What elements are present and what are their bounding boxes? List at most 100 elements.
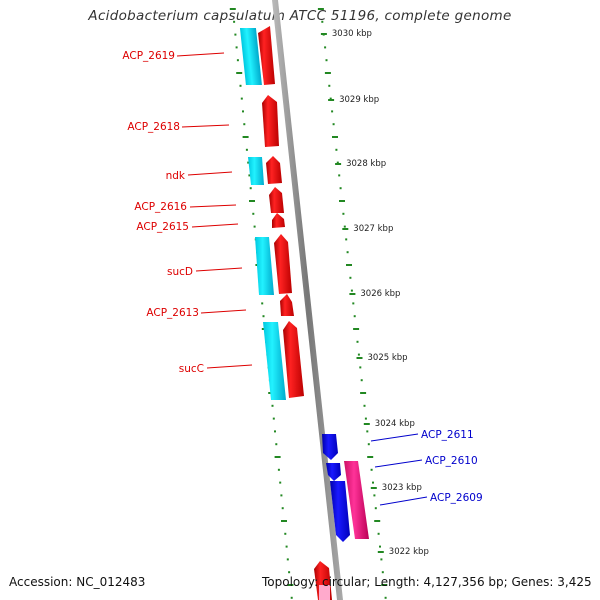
tick-dot [261,302,264,305]
outer-tick-track [317,8,388,599]
gene-labels: ACP_2619 ACP_2618 ndk ACP_2616 ACP_2615 … [122,50,482,504]
gene-label-succ[interactable]: sucC [179,363,204,375]
tick-dot [325,59,328,62]
tick-dot [352,302,355,305]
tick-dot [236,72,243,74]
leader-acp-2618 [181,124,230,128]
accession-label: Accession: NC_012483 [9,575,146,589]
tick-dot [324,46,327,49]
tick-dot [242,110,244,113]
gene-arrow-acp-2613[interactable] [280,294,294,316]
tick-dot [240,97,243,100]
gene-label-acp-2615[interactable]: ACP_2615 [136,221,189,233]
tick-dot [367,456,374,458]
rna-feature-ndk[interactable] [248,157,264,185]
tick-dot [380,558,383,561]
tick-dot [290,596,293,599]
gene-label-acp-2619[interactable]: ACP_2619 [122,50,175,62]
scale-label: 3022 kbp [389,547,429,557]
tick-dot [339,187,342,190]
pink-feature-bottom[interactable] [319,585,330,600]
tick-dot [288,571,291,574]
tick-dot [381,571,384,574]
tick-dot [339,200,345,202]
gene-arrow-acp-2615[interactable] [272,213,285,228]
tick-dot [346,264,352,266]
rna-feature-sucd[interactable] [255,237,274,295]
scale-tick [349,293,356,295]
scale-label: 3026 kbp [360,289,400,299]
gene-label-ndk[interactable]: ndk [166,170,186,182]
tick-dot [384,596,387,599]
scale-tick [377,551,384,553]
scale-label: 3027 kbp [353,224,393,234]
tick-dot [262,315,265,318]
gene-arrow-acp-2611[interactable] [322,434,338,460]
scale-label: 3023 kbp [382,483,422,493]
tick-dot [245,148,248,151]
tick-dot [239,84,242,87]
tick-dot [329,97,332,100]
tick-dot [360,392,367,394]
scale-tick [320,33,327,35]
tick-dot [343,225,346,228]
tick-dot [356,340,359,343]
tick-dot [324,72,331,74]
gene-arrow-succ[interactable] [283,321,304,398]
scale-labels: 3030 kbp 3029 kbp 3028 kbp 3027 kbp 3026 kbp… [320,29,429,557]
leader-acp-2611 [370,433,419,442]
scale-tick [342,228,349,230]
pink-feature-acp-2610[interactable] [344,461,369,539]
scale-tick [370,487,377,489]
scale-label: 3024 kbp [375,419,415,429]
tick-dot [374,507,377,510]
tick-dot [279,481,282,484]
tick-dot [233,20,236,23]
tick-dot [281,507,284,510]
tick-dot [381,584,388,586]
gene-label-acp-2611[interactable]: ACP_2611 [421,429,474,441]
rna-feature-succ[interactable] [263,322,286,400]
tick-dot [275,443,278,446]
gene-label-sucd[interactable]: sucD [167,266,193,278]
gene-arrow-ndk[interactable] [266,156,282,184]
tick-dot [342,212,345,215]
gene-arrow-acp-2616[interactable] [269,187,284,213]
gene-arrow-acp-2610[interactable] [326,463,341,481]
gene-arrow-sucd[interactable] [274,234,292,294]
tick-dot [286,558,289,561]
gene-arrow-acp-2618[interactable] [262,95,279,147]
tick-dot [328,84,331,87]
scale-label: 3030 kbp [332,29,372,39]
tick-dot [248,174,251,177]
gene-label-acp-2613[interactable]: ACP_2613 [146,307,199,319]
tick-dot [253,225,256,228]
gene-label-acp-2610[interactable]: ACP_2610 [425,455,478,467]
tick-dot [284,532,287,535]
gene-arrow-acp-2619[interactable] [258,26,275,85]
gene-label-acp-2609[interactable]: ACP_2609 [430,492,483,504]
genome-title: Acidobacterium capsulatum ATCC 51196, co… [88,8,512,24]
rna-feature-acp-2619[interactable] [239,28,262,85]
tick-dot [277,468,280,471]
tick-dot [379,545,381,548]
leader-acp-2616 [189,204,237,208]
leader-ndk [187,171,233,176]
gene-label-acp-2616[interactable]: ACP_2616 [134,201,187,213]
tick-dot [360,379,363,382]
gene-label-acp-2618[interactable]: ACP_2618 [127,121,180,133]
tick-dot [353,328,360,330]
scale-label: 3028 kbp [346,159,386,169]
leader-acp-2610 [374,459,423,468]
tick-dot [335,148,338,151]
tick-dot [235,46,238,49]
tick-dot [346,251,349,254]
leader-acp-2613 [200,309,247,314]
tick-dot [272,417,275,420]
tick-dot [332,123,335,126]
gene-arrow-acp-2609[interactable] [330,481,350,542]
tick-dot [350,289,353,292]
tick-dot [357,353,360,356]
tick-dot [364,417,367,420]
